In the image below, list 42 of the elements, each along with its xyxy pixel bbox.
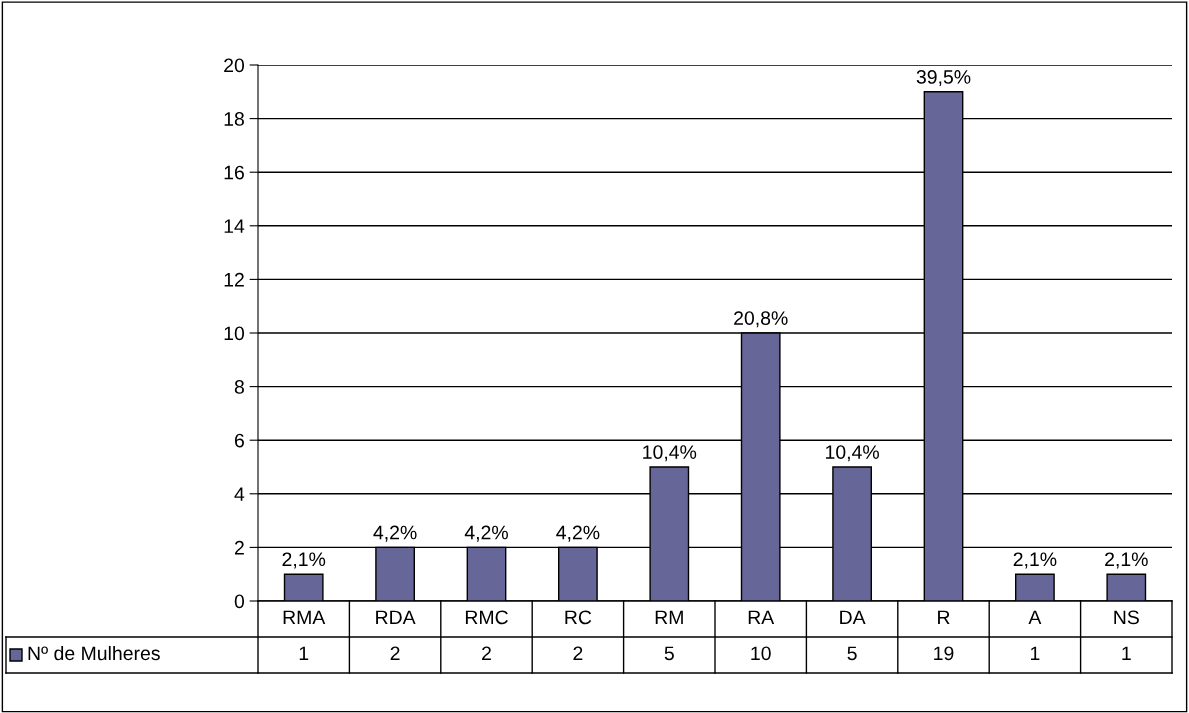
data-label: 1 — [1122, 646, 1131, 661]
y-tick-label: 2 — [234, 540, 244, 555]
x-tick-label: A — [1028, 610, 1042, 625]
annotation: 4,2% — [373, 525, 417, 542]
data-label: 19 — [934, 646, 954, 661]
data-label: 1 — [299, 646, 309, 661]
y-tick-label: 18 — [224, 112, 244, 126]
y-tick-label: 20 — [224, 58, 245, 73]
y-tick-label: 16 — [224, 165, 244, 180]
y-tick-label: 4 — [234, 487, 245, 501]
data-label: 5 — [847, 646, 857, 661]
x-tick-label: RMC — [465, 610, 508, 625]
y-tick-label: 6 — [234, 433, 244, 448]
annotation: 2,1% — [1013, 552, 1057, 569]
x-tick-label: RM — [655, 610, 683, 625]
annotation: 10,4% — [643, 445, 697, 462]
x-tick-label: RA — [748, 610, 775, 625]
annotation: 4,2% — [556, 525, 600, 542]
annotation: 39,5% — [916, 70, 971, 87]
annotation: 2,1% — [282, 552, 326, 569]
x-tick-label: RMA — [283, 610, 326, 625]
data-label: 10 — [751, 646, 771, 661]
annotation: 2,1% — [1105, 552, 1148, 569]
data-label: 2 — [573, 646, 583, 661]
x-tick-label: RC — [565, 610, 592, 625]
data-label: 2 — [482, 646, 491, 661]
annotation: 20,8% — [734, 311, 788, 328]
y-tick-label: 14 — [224, 219, 245, 233]
y-tick-label: 10 — [224, 326, 245, 341]
x-tick-label: DA — [840, 610, 866, 625]
data-label: 2 — [390, 646, 400, 661]
x-tick-label: RDA — [376, 610, 416, 625]
data-label: 5 — [664, 646, 674, 661]
y-tick-label: 0 — [234, 594, 245, 609]
data-label: 1 — [1030, 646, 1040, 661]
legend-label: Nº de Mulheres — [28, 645, 160, 661]
x-tick-label: R — [938, 610, 950, 625]
y-tick-label: 12 — [224, 272, 244, 287]
annotation: 4,2% — [464, 525, 508, 542]
x-tick-label: NS — [1114, 610, 1139, 625]
y-tick-label: 8 — [234, 380, 244, 394]
annotation: 10,4% — [826, 445, 879, 462]
